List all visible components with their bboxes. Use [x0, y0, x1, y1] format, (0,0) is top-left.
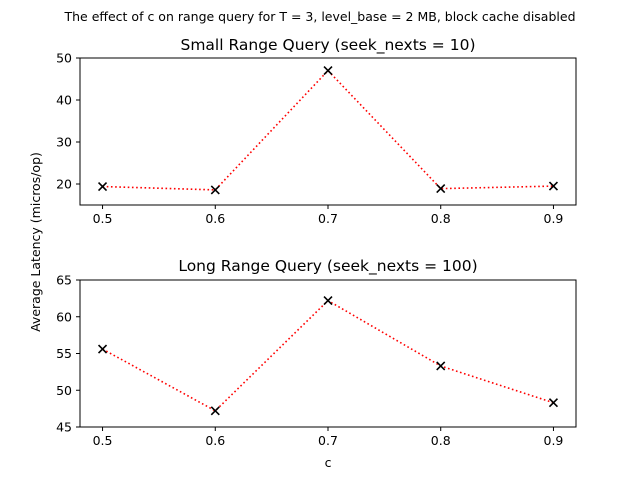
x-tick-label: 0.8: [431, 433, 451, 448]
panel-title: Small Range Query (seek_nexts = 10): [180, 36, 475, 55]
x-tick-label: 0.9: [544, 433, 564, 448]
y-tick-label: 60: [56, 309, 72, 324]
data-point-marker: [323, 66, 333, 76]
data-point-marker: [210, 185, 220, 195]
axes-frame: [79, 279, 577, 428]
data-point-marker: [436, 361, 446, 371]
data-point-marker: [97, 181, 108, 192]
marker-stroke: [97, 344, 108, 354]
x-tick-label: 0.6: [205, 211, 225, 226]
marker-stroke: [97, 181, 108, 192]
y-tick-label: 50: [56, 51, 72, 66]
axes-frame: [79, 57, 577, 206]
marker-stroke: [436, 361, 446, 371]
marker-stroke: [436, 184, 446, 194]
y-tick-label: 50: [56, 383, 72, 398]
y-tick-label: 30: [56, 135, 72, 150]
marker-stroke: [210, 406, 220, 416]
marker-stroke: [548, 398, 559, 408]
x-tick-label: 0.5: [93, 433, 113, 448]
data-point-marker: [210, 406, 220, 416]
figure-suptitle: The effect of c on range query for T = 3…: [63, 9, 575, 24]
y-axis-label: Average Latency (micros/op): [28, 152, 43, 332]
marker-stroke: [323, 66, 333, 76]
x-tick-label: 0.7: [318, 433, 338, 448]
x-tick-label: 0.5: [93, 211, 113, 226]
long-range-query-panel: Long Range Query (seek_nexts = 100) 0.5 0…: [56, 257, 577, 448]
y-tick-label: 55: [56, 346, 72, 361]
data-point-marker: [548, 398, 559, 408]
y-tick-label: 65: [56, 273, 72, 288]
marker-stroke: [210, 185, 220, 195]
x-axis-label: c: [325, 455, 332, 470]
series-line: [102, 69, 554, 191]
x-tick-label: 0.7: [318, 211, 338, 226]
data-point-marker: [548, 181, 559, 191]
marker-stroke: [548, 181, 559, 191]
small-range-query-panel: Small Range Query (seek_nexts = 10) 0.5 0…: [56, 36, 577, 226]
y-tick-label: 45: [56, 420, 72, 435]
data-point-marker: [323, 296, 333, 306]
data-point-marker: [97, 344, 108, 354]
x-tick-label: 0.8: [431, 211, 451, 226]
y-tick-label: 40: [56, 93, 72, 108]
x-tick-label: 0.9: [544, 211, 564, 226]
marker-stroke: [323, 296, 333, 306]
y-tick-label: 20: [56, 177, 72, 192]
x-tick-label: 0.6: [205, 433, 225, 448]
data-point-marker: [436, 184, 446, 194]
panel-title: Long Range Query (seek_nexts = 100): [178, 257, 477, 276]
series-line: [102, 299, 554, 412]
